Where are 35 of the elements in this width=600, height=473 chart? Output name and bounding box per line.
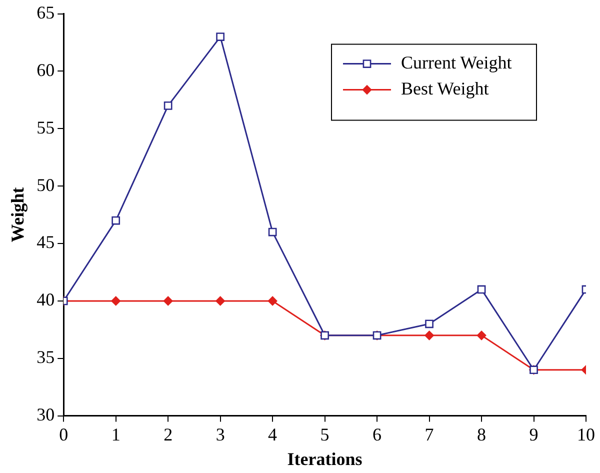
legend-label: Current Weight [401,52,512,73]
point [112,216,120,225]
y-tick-label: 30 [36,404,55,425]
x-tick-label: 10 [577,424,595,444]
x-axis-title: Iterations [287,448,362,469]
y-axis-title: Weight [7,187,28,242]
x-tick-label: 9 [529,424,538,444]
y-tick-label: 45 [36,232,55,252]
point [111,296,120,306]
point [216,32,225,41]
y-tick-label: 65 [36,2,55,23]
x-tick-label: 4 [268,424,278,444]
x-tick-label: 0 [59,424,68,444]
legend-label: Best Weight [401,78,489,99]
point [164,102,172,110]
point [216,296,225,306]
point [476,330,486,340]
point [268,296,278,306]
y-tick-label: 35 [36,347,55,368]
point [425,320,434,328]
x-tick-label: 7 [424,424,434,444]
x-tick-label: 8 [477,424,486,444]
point [477,285,486,294]
x-tick-label: 6 [372,424,382,444]
y-tick-label: 50 [36,174,55,195]
y-tick-label: 55 [36,117,55,138]
x-tick-label: 2 [164,424,173,444]
x-tick-label: 3 [216,424,225,444]
x-tick-label: 1 [111,424,120,444]
point [268,228,277,236]
y-tick-label: 60 [36,60,55,80]
x-tick-label: 5 [320,424,330,444]
point [163,296,173,306]
point [424,330,434,340]
y-tick-label: 40 [36,290,55,310]
